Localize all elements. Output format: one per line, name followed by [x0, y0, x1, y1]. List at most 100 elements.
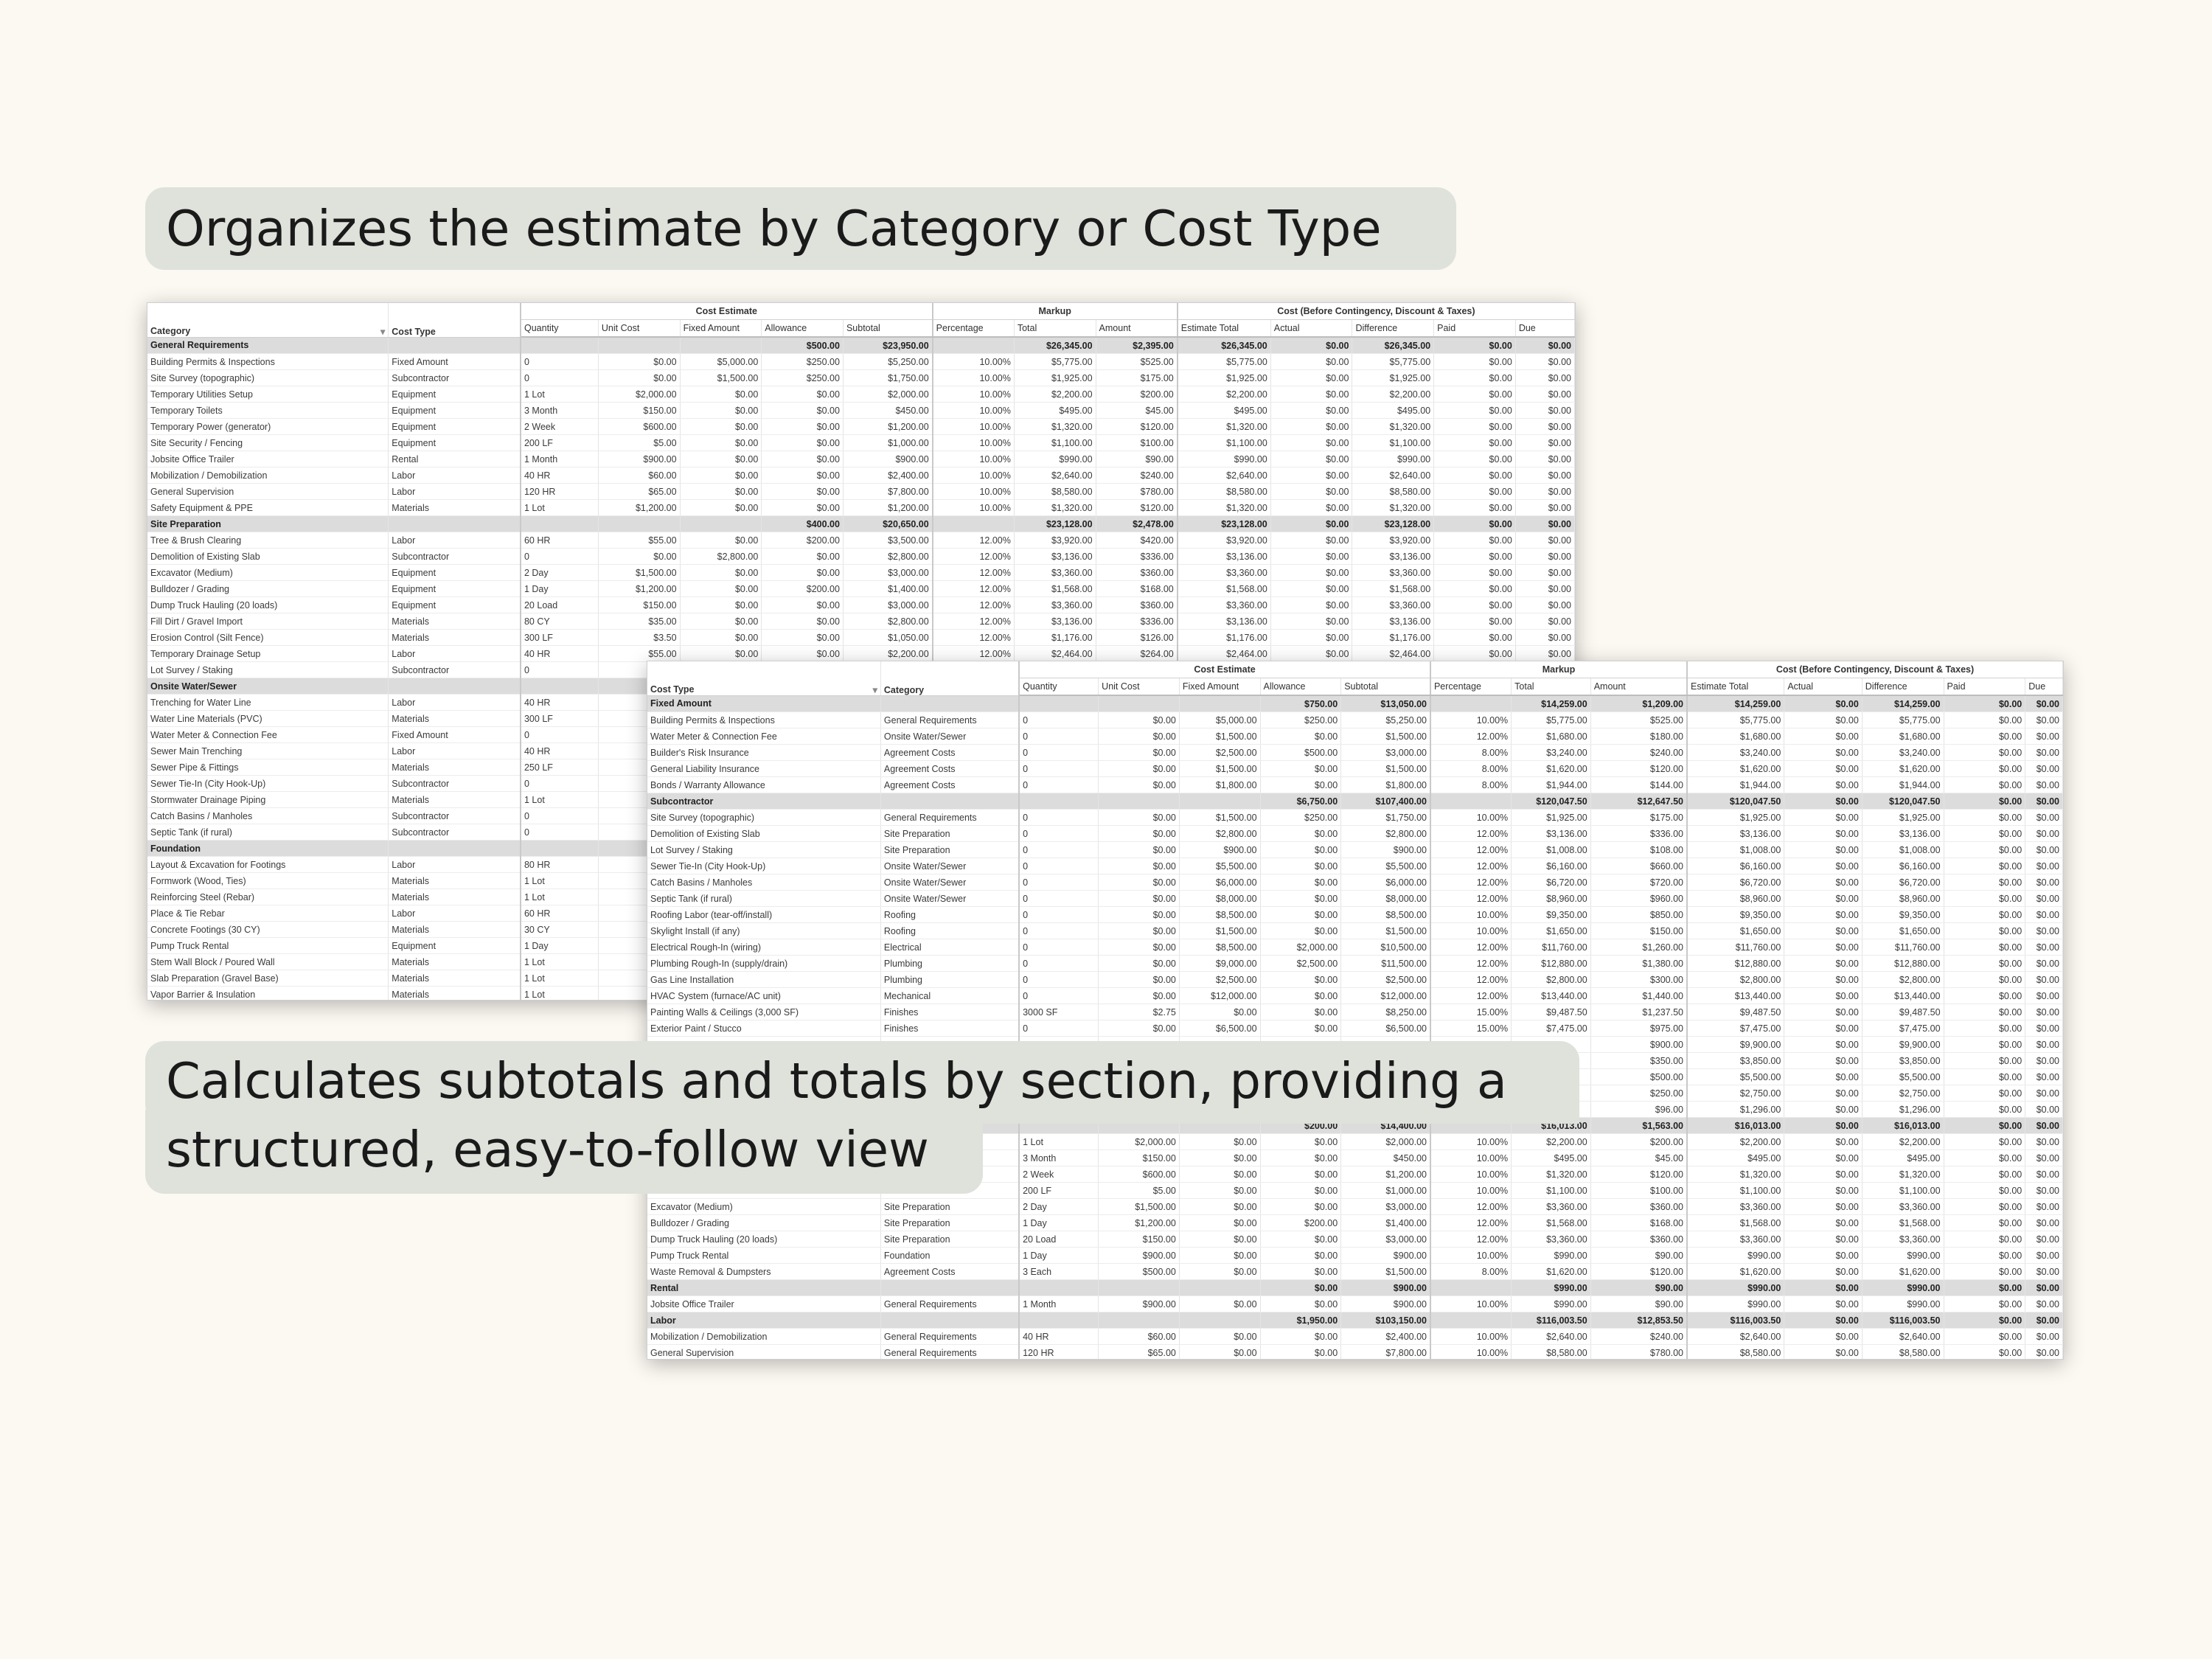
table-cell[interactable]: $2,640.00: [1511, 1328, 1591, 1345]
table-cell[interactable]: $5,775.00: [1352, 353, 1435, 370]
table-cell[interactable]: $2,464.00: [1014, 645, 1096, 662]
table-cell[interactable]: $0.00: [1179, 1263, 1261, 1280]
table-cell[interactable]: $0.00: [1944, 1004, 2026, 1020]
table-cell[interactable]: $0.00: [1270, 434, 1353, 451]
table-cell[interactable]: $0.00: [1515, 597, 1575, 613]
table-cell[interactable]: $0.00: [1179, 1133, 1261, 1150]
table-cell[interactable]: $0.00: [1784, 825, 1863, 842]
table-cell[interactable]: $0.00: [1260, 760, 1342, 777]
table-cell[interactable]: [680, 337, 762, 354]
table-cell[interactable]: $990.00: [1014, 451, 1096, 467]
table-cell[interactable]: 10.00%: [1430, 1133, 1512, 1150]
table-cell[interactable]: [1179, 1279, 1261, 1296]
table-cell[interactable]: $0.00: [1179, 1198, 1261, 1215]
table-cell[interactable]: 3 Each: [1019, 1263, 1099, 1280]
table-cell[interactable]: $6,160.00: [1687, 858, 1785, 874]
table-cell[interactable]: 1 Lot: [520, 970, 599, 987]
table-cell[interactable]: $900.00: [843, 451, 933, 467]
table-cell[interactable]: 40 HR: [520, 694, 599, 711]
table-cell[interactable]: $0.00: [1433, 451, 1516, 467]
table-cell[interactable]: 0: [1019, 1020, 1099, 1037]
table-cell[interactable]: Building Permits & Inspections: [647, 712, 881, 728]
table-cell[interactable]: $336.00: [1096, 548, 1178, 565]
table-cell[interactable]: $0.00: [1784, 955, 1863, 972]
table-cell[interactable]: $5,775.00: [1862, 712, 1944, 728]
table-cell[interactable]: $0.00: [1098, 825, 1180, 842]
table-cell[interactable]: 40 HR: [520, 742, 599, 759]
table-cell[interactable]: $35.00: [598, 613, 681, 630]
table-cell[interactable]: $0.00: [2025, 793, 2063, 810]
table-cell[interactable]: 0: [1019, 906, 1099, 923]
table-cell[interactable]: $0.00: [2025, 1166, 2063, 1183]
table-cell[interactable]: Builder's Risk Insurance: [647, 744, 881, 761]
table-cell[interactable]: $1,237.50: [1590, 1004, 1688, 1020]
table-cell[interactable]: Plumbing: [880, 971, 1020, 988]
table-cell[interactable]: 12.00%: [1430, 955, 1512, 972]
table-cell[interactable]: $0.00: [680, 386, 762, 403]
table-cell[interactable]: $750.00: [1260, 695, 1342, 712]
table-cell[interactable]: 10.00%: [932, 386, 1015, 403]
table-cell[interactable]: 12.00%: [932, 548, 1015, 565]
table-cell[interactable]: General Requirements: [147, 337, 389, 354]
table-cell[interactable]: $0.00: [1515, 483, 1575, 500]
table-cell[interactable]: $0.00: [761, 402, 844, 419]
table-cell[interactable]: $1,944.00: [1687, 776, 1785, 793]
table-cell[interactable]: 12.00%: [1430, 858, 1512, 874]
table-cell[interactable]: $2,640.00: [1352, 467, 1435, 484]
table-cell[interactable]: $1,620.00: [1687, 760, 1785, 777]
table-cell[interactable]: $8,960.00: [1687, 890, 1785, 907]
table-cell[interactable]: $5,250.00: [1340, 712, 1431, 728]
table-cell[interactable]: $2,200.00: [1862, 1133, 1944, 1150]
table-cell[interactable]: $2,800.00: [1511, 971, 1591, 988]
table-cell[interactable]: [520, 678, 599, 695]
table-cell[interactable]: 0: [520, 353, 599, 370]
column-header[interactable]: Quantity: [1019, 678, 1099, 696]
table-cell[interactable]: $0.00: [1944, 1068, 2026, 1085]
table-cell[interactable]: Onsite Water/Sewer: [880, 874, 1020, 891]
table-cell[interactable]: 12.00%: [1430, 841, 1512, 858]
table-cell[interactable]: $11,500.00: [1340, 955, 1431, 972]
table-cell[interactable]: $2,000.00: [843, 386, 933, 403]
table-cell[interactable]: Bulldozer / Grading: [647, 1214, 881, 1231]
table-cell[interactable]: $7,800.00: [843, 483, 933, 500]
table-cell[interactable]: Subcontractor: [388, 661, 521, 678]
table-cell[interactable]: $0.00: [2025, 1101, 2063, 1118]
table-cell[interactable]: Equipment: [388, 564, 521, 581]
table-cell[interactable]: [388, 840, 521, 857]
table-cell[interactable]: 120 HR: [1019, 1344, 1099, 1359]
table-cell[interactable]: $9,487.50: [1511, 1004, 1591, 1020]
table-cell[interactable]: $0.00: [761, 597, 844, 613]
table-row[interactable]: Site Security / Fencing Equipment 200 LF $5…: [147, 434, 1575, 451]
table-row[interactable]: 2 Week $600.00 $0.00 $0.00 $1,200.00 10.00% $1…: [647, 1166, 2063, 1183]
table-cell[interactable]: $0.00: [2025, 955, 2063, 972]
table-cell[interactable]: $0.00: [1270, 564, 1353, 581]
table-cell[interactable]: $1,925.00: [1511, 809, 1591, 826]
table-cell[interactable]: $0.00: [1260, 1166, 1342, 1183]
table-cell[interactable]: Reinforcing Steel (Rebar): [147, 888, 389, 905]
table-cell[interactable]: Site Preparation: [880, 1198, 1020, 1215]
table-cell[interactable]: $660.00: [1590, 858, 1688, 874]
table-cell[interactable]: $8,000.00: [1179, 890, 1261, 907]
table-cell[interactable]: Formwork (Wood, Ties): [147, 872, 389, 889]
table-cell[interactable]: $0.00: [1179, 1182, 1261, 1199]
table-cell[interactable]: Slab Preparation (Gravel Base): [147, 970, 389, 987]
table-cell[interactable]: $2,200.00: [1352, 386, 1435, 403]
table-cell[interactable]: $0.00: [680, 483, 762, 500]
table-cell[interactable]: Labor: [388, 467, 521, 484]
table-cell[interactable]: $250.00: [761, 353, 844, 370]
table-cell[interactable]: $20,650.00: [843, 515, 933, 532]
table-cell[interactable]: $0.00: [2025, 858, 2063, 874]
table-cell[interactable]: Fixed Amount: [388, 726, 521, 743]
table-cell[interactable]: Equipment: [388, 418, 521, 435]
table-cell[interactable]: $900.00: [1098, 1295, 1180, 1312]
table-cell[interactable]: 12.00%: [1430, 939, 1512, 956]
table-cell[interactable]: $1,320.00: [1014, 418, 1096, 435]
table-cell[interactable]: $0.00: [2025, 744, 2063, 761]
table-cell[interactable]: $6,720.00: [1862, 874, 1944, 891]
table-cell[interactable]: $45.00: [1590, 1150, 1688, 1166]
table-cell[interactable]: 12.00%: [1430, 825, 1512, 842]
table-cell[interactable]: $0.00: [2025, 1328, 2063, 1345]
table-cell[interactable]: $3.50: [598, 629, 681, 646]
table-cell[interactable]: [1019, 793, 1099, 810]
table-cell[interactable]: Materials: [388, 499, 521, 516]
